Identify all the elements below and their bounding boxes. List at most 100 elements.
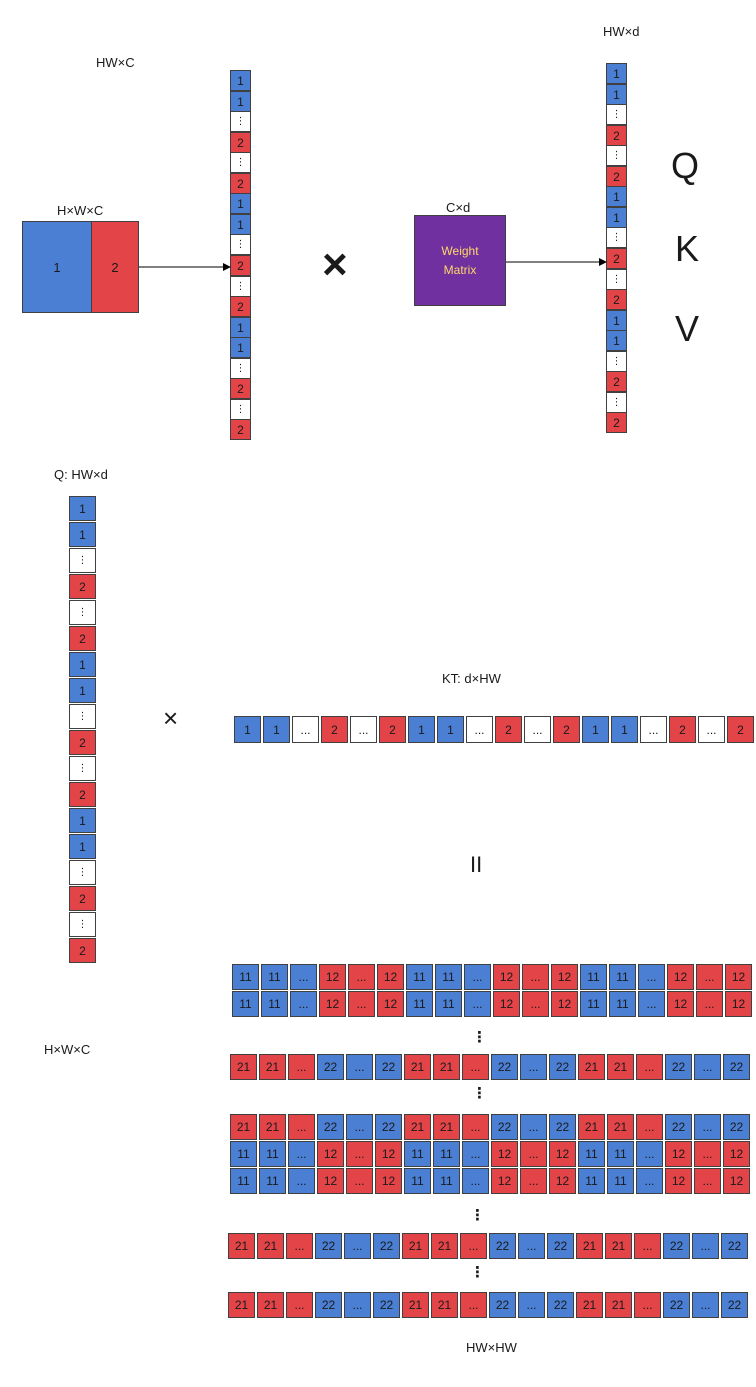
q-cell: 2: [69, 938, 96, 963]
result-cell-21-22: 21: [605, 1292, 632, 1318]
result-cell-21-22: 22: [721, 1292, 748, 1318]
vertical-ellipsis: ⋮: [472, 1085, 487, 1102]
result-cell-11-12: ...: [694, 1168, 721, 1194]
q-letter: Q: [671, 145, 700, 186]
result-cell-21-22: 22: [723, 1054, 750, 1080]
result-cell-21-22: 22: [375, 1114, 402, 1140]
kt-row-label: KT: d×HW: [442, 671, 501, 686]
flattened-cell: 2: [230, 419, 251, 440]
hwd-cell: 2: [606, 371, 627, 392]
result-cell-11-12: ...: [288, 1168, 315, 1194]
kt-cell: 1: [408, 716, 435, 743]
result-cell-11-12: 11: [580, 964, 607, 990]
kt-cell: 2: [321, 716, 348, 743]
result-cell-21-22: 21: [431, 1233, 458, 1259]
vertical-ellipsis: ⋮: [470, 1264, 485, 1281]
result-cell-21-22: 21: [259, 1114, 286, 1140]
result-cell-21-22: ...: [346, 1054, 373, 1080]
result-cell-11-12: ...: [522, 964, 549, 990]
result-cell-21-22: 21: [576, 1292, 603, 1318]
result-cell-21-22: 22: [547, 1292, 574, 1318]
result-cell-11-12: 12: [375, 1168, 402, 1194]
input-block-channel-2: 2: [91, 221, 139, 313]
result-cell-11-12: 11: [404, 1168, 431, 1194]
result-cell-21-22: 21: [607, 1054, 634, 1080]
result-cell-11-12: 11: [404, 1141, 431, 1167]
hwc-label: HW×C: [96, 55, 135, 70]
q-cell: ⋮: [69, 912, 96, 937]
k-letter: K: [675, 228, 700, 269]
hwd-cell: ⋮: [606, 145, 627, 166]
result-cell-21-22: 22: [491, 1054, 518, 1080]
kt-cell: 2: [495, 716, 522, 743]
result-cell-21-22: ...: [346, 1114, 373, 1140]
result-cell-11-12: 11: [607, 1168, 634, 1194]
result-cell-11-12: ...: [696, 964, 723, 990]
result-cell-11-12: 12: [493, 964, 520, 990]
result-cell-11-12: ...: [348, 964, 375, 990]
result-cell-11-12: ...: [462, 1141, 489, 1167]
q-cell: 1: [69, 678, 96, 703]
flattened-cell: ⋮: [230, 152, 251, 173]
result-cell-21-22: ...: [286, 1292, 313, 1318]
result-cell-21-22: 21: [402, 1233, 429, 1259]
result-cell-11-12: 12: [725, 991, 752, 1017]
kt-cell: 1: [437, 716, 464, 743]
hwd-cell: 1: [606, 63, 627, 84]
kt-cell: ...: [350, 716, 377, 743]
result-cell-21-22: 21: [605, 1233, 632, 1259]
q-cell: 2: [69, 626, 96, 651]
result-cell-21-22: 22: [663, 1233, 690, 1259]
q-cell: ⋮: [69, 600, 96, 625]
kt-cell: 2: [727, 716, 754, 743]
result-cell-11-12: 11: [433, 1168, 460, 1194]
weight-matrix-line1: Weight: [441, 243, 479, 258]
result-cell-11-12: ...: [696, 991, 723, 1017]
equals-sign: II: [470, 852, 483, 877]
result-cell-11-12: 12: [667, 964, 694, 990]
result-size-label: HW×HW: [466, 1340, 517, 1355]
result-cell-21-22: 21: [607, 1114, 634, 1140]
result-cell-21-22: ...: [518, 1292, 545, 1318]
result-cell-21-22: 21: [433, 1114, 460, 1140]
hwd-cell: 1: [606, 186, 627, 207]
result-cell-11-12: 12: [317, 1168, 344, 1194]
result-cell-11-12: 12: [377, 964, 404, 990]
flattened-cell: ⋮: [230, 358, 251, 379]
hxwxc-mid-label: H×W×C: [44, 1042, 91, 1057]
flattened-cell: ⋮: [230, 234, 251, 255]
result-cell-21-22: 22: [373, 1233, 400, 1259]
result-cell-11-12: 12: [723, 1141, 750, 1167]
flattened-cell: 1: [230, 70, 251, 91]
result-cell-21-22: 21: [404, 1054, 431, 1080]
flattened-cell: 1: [230, 337, 251, 358]
multiply-sign-small: ×: [163, 703, 179, 733]
result-cell-21-22: ...: [692, 1292, 719, 1318]
result-cell-11-12: 12: [377, 991, 404, 1017]
result-cell-11-12: ...: [288, 1141, 315, 1167]
result-cell-21-22: 22: [315, 1292, 342, 1318]
result-cell-21-22: ...: [344, 1233, 371, 1259]
result-cell-21-22: ...: [636, 1054, 663, 1080]
result-cell-11-12: 11: [435, 991, 462, 1017]
result-cell-21-22: 21: [402, 1292, 429, 1318]
hwxd-label: HW×d: [603, 24, 640, 39]
flattened-cell: 2: [230, 255, 251, 276]
result-cell-11-12: 12: [551, 991, 578, 1017]
q-column-label: Q: HW×d: [54, 467, 108, 482]
q-cell: 2: [69, 782, 96, 807]
result-cell-11-12: 12: [493, 991, 520, 1017]
result-cell-21-22: ...: [634, 1292, 661, 1318]
result-cell-11-12: 11: [406, 991, 433, 1017]
result-cell-11-12: 12: [319, 964, 346, 990]
q-cell: 2: [69, 730, 96, 755]
result-cell-21-22: 22: [547, 1233, 574, 1259]
hxwxc-input-label: H×W×C: [57, 203, 104, 218]
result-cell-21-22: 22: [721, 1233, 748, 1259]
q-cell: 1: [69, 496, 96, 521]
result-cell-21-22: 22: [665, 1054, 692, 1080]
q-cell: 2: [69, 574, 96, 599]
hwd-cell: 1: [606, 330, 627, 351]
result-cell-11-12: 12: [723, 1168, 750, 1194]
cxd-label: C×d: [446, 200, 471, 215]
